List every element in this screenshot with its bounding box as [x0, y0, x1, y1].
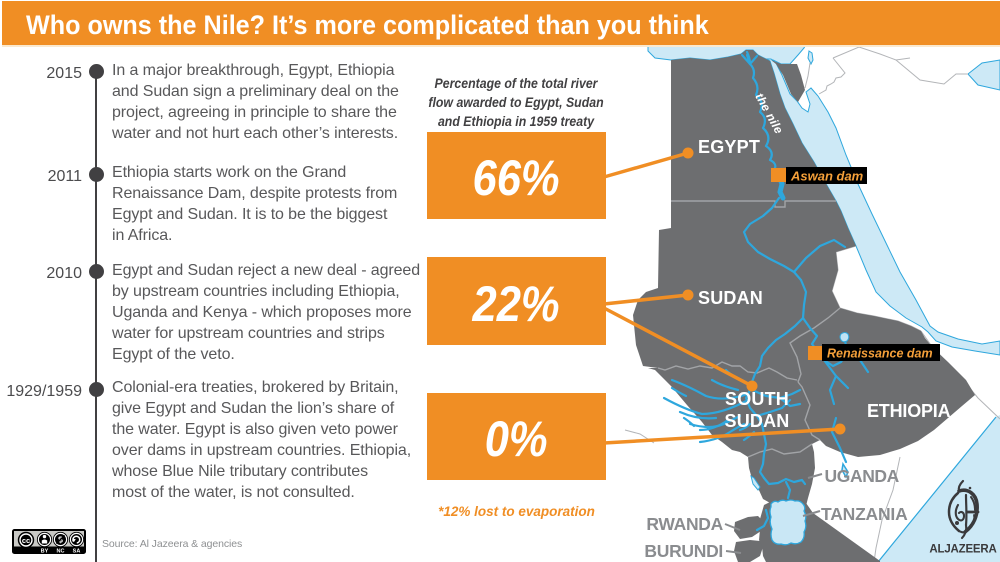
svg-text:BY: BY: [41, 549, 49, 555]
svg-text:RWANDA: RWANDA: [646, 514, 723, 534]
svg-text:SUDAN: SUDAN: [724, 411, 789, 431]
svg-text:Renaissance dam: Renaissance dam: [827, 347, 933, 361]
svg-text:cc: cc: [22, 536, 30, 545]
svg-text:SA: SA: [73, 549, 81, 555]
svg-text:ALJAZEERA: ALJAZEERA: [929, 544, 996, 556]
svg-text:SUDAN: SUDAN: [698, 288, 763, 308]
svg-text:Aswan dam: Aswan dam: [790, 169, 864, 184]
svg-text:NC: NC: [57, 549, 65, 555]
svg-text:EGYPT: EGYPT: [698, 137, 760, 157]
svg-text:SOUTH: SOUTH: [725, 389, 789, 409]
svg-text:UGANDA: UGANDA: [825, 466, 900, 486]
svg-text:TANZANIA: TANZANIA: [821, 504, 908, 524]
svg-text:BURUNDI: BURUNDI: [644, 541, 723, 561]
svg-text:ETHIOPIA: ETHIOPIA: [867, 401, 951, 421]
